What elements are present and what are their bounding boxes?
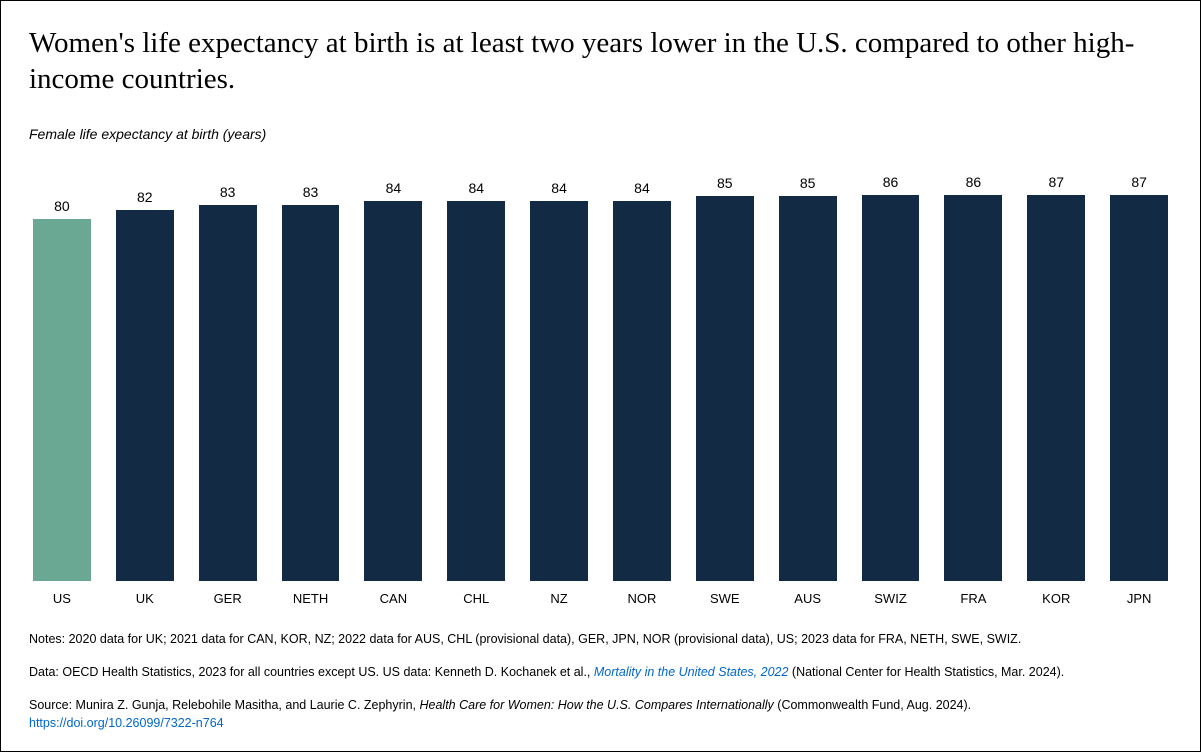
bar-value: 83 bbox=[220, 184, 236, 200]
bar-label: KOR bbox=[1042, 591, 1070, 606]
bar bbox=[862, 195, 920, 582]
bar bbox=[1027, 195, 1085, 582]
bar-wrapper: 83 bbox=[199, 174, 257, 582]
bar bbox=[696, 196, 754, 581]
bar-label: NZ bbox=[550, 591, 567, 606]
bar-wrapper: 87 bbox=[1027, 174, 1085, 582]
bar-label: JPN bbox=[1127, 591, 1152, 606]
bar-wrapper: 84 bbox=[364, 174, 422, 582]
bar-value: 80 bbox=[54, 198, 70, 214]
bar bbox=[364, 201, 422, 581]
bar-value: 84 bbox=[551, 180, 567, 196]
bar-group: 83 NETH bbox=[282, 174, 340, 607]
bar-group: 84 CHL bbox=[447, 174, 505, 607]
source-url[interactable]: https://doi.org/10.26099/7322-n764 bbox=[29, 716, 224, 730]
bar-group: 85 AUS bbox=[779, 174, 837, 607]
bar-value: 83 bbox=[303, 184, 319, 200]
bar-value: 84 bbox=[386, 180, 402, 196]
bar-wrapper: 84 bbox=[447, 174, 505, 582]
bar bbox=[779, 196, 837, 581]
bar-value: 84 bbox=[634, 180, 650, 196]
bar bbox=[116, 210, 174, 581]
bar-label: FRA bbox=[960, 591, 986, 606]
chart-notes: Notes: 2020 data for UK; 2021 data for C… bbox=[29, 630, 1172, 733]
bar-value: 87 bbox=[1048, 174, 1064, 190]
bar-group: 84 NZ bbox=[530, 174, 588, 607]
source-suffix: (Commonwealth Fund, Aug. 2024). bbox=[774, 698, 971, 712]
source-line: Source: Munira Z. Gunja, Relebohile Masi… bbox=[29, 696, 1172, 734]
bar-value: 85 bbox=[717, 175, 733, 191]
bar-value: 84 bbox=[468, 180, 484, 196]
bar-label: UK bbox=[136, 591, 154, 606]
bar-group: 84 NOR bbox=[613, 174, 671, 607]
bar-label: AUS bbox=[794, 591, 821, 606]
bar-label: GER bbox=[214, 591, 242, 606]
bar-group: 83 GER bbox=[199, 174, 257, 607]
data-link[interactable]: Mortality in the United States, 2022 bbox=[594, 665, 789, 679]
bar-wrapper: 87 bbox=[1110, 174, 1168, 582]
bar-group: 86 SWIZ bbox=[862, 174, 920, 607]
bar-wrapper: 82 bbox=[116, 174, 174, 582]
bar-label: NETH bbox=[293, 591, 328, 606]
bar-wrapper: 83 bbox=[282, 174, 340, 582]
bar-value: 86 bbox=[966, 174, 982, 190]
bar-wrapper: 84 bbox=[530, 174, 588, 582]
bar-label: CAN bbox=[380, 591, 407, 606]
bar bbox=[33, 219, 91, 581]
bar bbox=[1110, 195, 1168, 582]
bar-group: 82 UK bbox=[116, 174, 174, 607]
bar-group: 85 SWE bbox=[696, 174, 754, 607]
bar-value: 87 bbox=[1131, 174, 1147, 190]
chart-title: Women's life expectancy at birth is at l… bbox=[29, 25, 1172, 98]
bar-group: 86 FRA bbox=[944, 174, 1002, 607]
bar-chart: 80 US 82 UK 83 GER 83 NETH 84 CAN 84 CHL 84 NZ 84 NOR 85… bbox=[29, 174, 1172, 607]
bar-label: NOR bbox=[628, 591, 657, 606]
bar bbox=[447, 201, 505, 581]
bar-label: CHL bbox=[463, 591, 489, 606]
bar-wrapper: 86 bbox=[944, 174, 1002, 582]
bar bbox=[613, 201, 671, 581]
bar bbox=[944, 195, 1002, 582]
bar-wrapper: 84 bbox=[613, 174, 671, 582]
bar bbox=[282, 205, 340, 581]
bar bbox=[530, 201, 588, 581]
source-prefix: Source: Munira Z. Gunja, Relebohile Masi… bbox=[29, 698, 419, 712]
bar-wrapper: 80 bbox=[33, 174, 91, 582]
bar-wrapper: 85 bbox=[696, 174, 754, 582]
notes-line: Notes: 2020 data for UK; 2021 data for C… bbox=[29, 630, 1172, 649]
data-line: Data: OECD Health Statistics, 2023 for a… bbox=[29, 663, 1172, 682]
source-italic: Health Care for Women: How the U.S. Comp… bbox=[419, 698, 773, 712]
bar-group: 80 US bbox=[33, 174, 91, 607]
bar-label: US bbox=[53, 591, 71, 606]
chart-container: Women's life expectancy at birth is at l… bbox=[0, 0, 1201, 752]
bar-value: 85 bbox=[800, 175, 816, 191]
data-suffix: (National Center for Health Statistics, … bbox=[788, 665, 1064, 679]
bar-label: SWE bbox=[710, 591, 740, 606]
bar-wrapper: 85 bbox=[779, 174, 837, 582]
data-prefix: Data: OECD Health Statistics, 2023 for a… bbox=[29, 665, 594, 679]
bar-wrapper: 86 bbox=[862, 174, 920, 582]
bar bbox=[199, 205, 257, 581]
bar-value: 82 bbox=[137, 189, 153, 205]
bar-group: 87 JPN bbox=[1110, 174, 1168, 607]
bar-group: 87 KOR bbox=[1027, 174, 1085, 607]
bar-value: 86 bbox=[883, 174, 899, 190]
chart-subtitle: Female life expectancy at birth (years) bbox=[29, 126, 1172, 142]
bar-group: 84 CAN bbox=[364, 174, 422, 607]
bar-label: SWIZ bbox=[874, 591, 907, 606]
